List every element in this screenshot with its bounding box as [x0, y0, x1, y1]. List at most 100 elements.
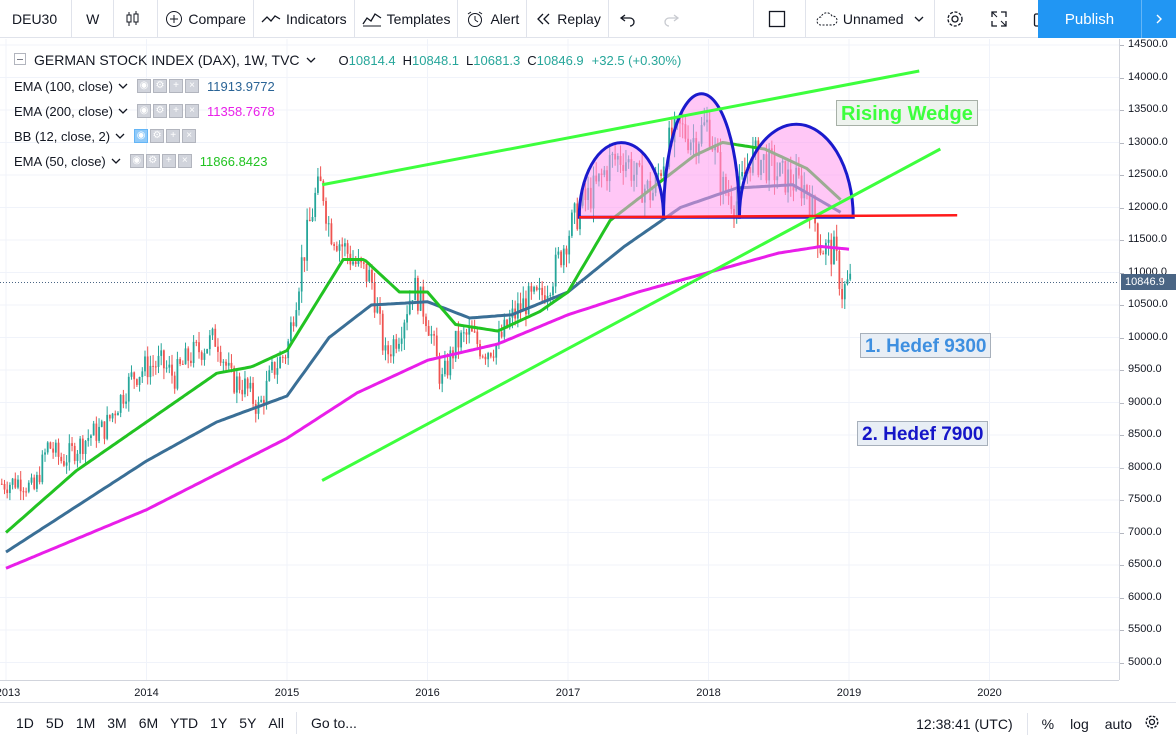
- candle: [365, 263, 368, 288]
- redo-button[interactable]: [652, 0, 695, 38]
- range-button[interactable]: 1M: [75, 715, 96, 731]
- price-tick-label: 14500.0: [1128, 38, 1168, 50]
- publish-button[interactable]: Publish: [1038, 0, 1176, 38]
- rising-wedge-label[interactable]: Rising Wedge: [836, 100, 978, 126]
- main-series-legend[interactable]: GERMAN STOCK INDEX (DAX), 1W, TVC O 10814…: [34, 50, 681, 70]
- settings-icon[interactable]: ⚙: [153, 79, 167, 93]
- candle: [122, 389, 125, 409]
- settings-icon[interactable]: ⚙: [150, 129, 165, 143]
- settings-button[interactable]: [935, 0, 980, 38]
- rewind-icon: [537, 13, 550, 24]
- candle: [163, 349, 165, 380]
- drawings[interactable]: [321, 69, 958, 482]
- utc-clock[interactable]: 12:38:41 (UTC): [916, 715, 1013, 732]
- range-button[interactable]: All: [268, 715, 284, 731]
- eye-icon[interactable]: ◉: [137, 104, 151, 118]
- chevron-down-icon[interactable]: [110, 155, 122, 167]
- range-button[interactable]: 3M: [107, 715, 127, 731]
- layout-name-button[interactable]: Unnamed: [806, 0, 934, 38]
- close-icon[interactable]: ×: [177, 154, 192, 168]
- plus-icon[interactable]: +: [169, 79, 183, 93]
- head-shoulders-arc[interactable]: [737, 122, 855, 219]
- fullscreen-button[interactable]: [980, 0, 1023, 38]
- wedge-upper-trendline[interactable]: [321, 69, 920, 187]
- candle: [168, 355, 171, 374]
- indicators-button[interactable]: Indicators: [254, 0, 354, 38]
- chevron-down-icon[interactable]: [117, 80, 129, 92]
- range-button[interactable]: YTD: [170, 715, 199, 731]
- templates-button[interactable]: Templates: [355, 0, 458, 38]
- indicator-legend-row[interactable]: BB (12, close, 2) ◉ ⚙ + ×: [14, 126, 204, 146]
- indicator-legend-row[interactable]: EMA (200, close) ◉ ⚙ + × 11358.7678: [14, 101, 275, 121]
- close-icon[interactable]: ×: [185, 79, 199, 93]
- candle: [133, 371, 136, 389]
- candle: [14, 472, 17, 490]
- time-axis[interactable]: 2013 2014 2015 2016 2017 2018 2019 2020: [0, 680, 1119, 702]
- replay-button[interactable]: Replay: [527, 0, 608, 38]
- plus-icon[interactable]: +: [166, 129, 181, 143]
- log-scale-toggle[interactable]: log: [1070, 715, 1089, 732]
- candle: [843, 281, 846, 310]
- wedge-lower-trendline[interactable]: [321, 147, 942, 482]
- plus-icon[interactable]: +: [161, 154, 176, 168]
- indicator-legend-row[interactable]: EMA (50, close) ◉ ⚙ + × 11866.8423: [14, 151, 267, 171]
- head-shoulders-arc[interactable]: [662, 92, 741, 219]
- candle: [830, 233, 833, 277]
- publish-menu-button[interactable]: [1141, 0, 1176, 38]
- candle: [246, 377, 249, 397]
- percent-scale-toggle[interactable]: %: [1041, 715, 1055, 732]
- candle: [92, 420, 95, 436]
- candle: [289, 316, 292, 343]
- settings-icon[interactable]: ⚙: [145, 154, 160, 168]
- compare-button[interactable]: Compare: [158, 0, 253, 38]
- time-tick-label: 2019: [836, 687, 862, 699]
- range-button[interactable]: 6M: [138, 715, 159, 731]
- symbol-search-button[interactable]: DEU30: [0, 0, 71, 38]
- settings-icon[interactable]: ⚙: [153, 104, 167, 118]
- candle: [368, 265, 371, 282]
- eye-icon[interactable]: ◉: [134, 129, 149, 143]
- range-button[interactable]: 1D: [16, 715, 34, 731]
- toolbar-divider: [457, 0, 459, 38]
- replay-label: Replay: [557, 10, 601, 27]
- candle: [838, 247, 841, 296]
- range-button[interactable]: 1Y: [210, 715, 228, 731]
- chart-properties-button[interactable]: [1140, 714, 1176, 733]
- candle: [341, 237, 344, 259]
- eye-icon[interactable]: ◉: [137, 79, 151, 93]
- target-1-label[interactable]: 1. Hedef 9300: [860, 333, 992, 358]
- chart-pane[interactable]: [0, 39, 1119, 680]
- plus-icon[interactable]: +: [169, 104, 183, 118]
- close-icon[interactable]: ×: [185, 104, 199, 118]
- candle: [295, 302, 298, 328]
- fullscreen-layout-button[interactable]: [754, 0, 805, 38]
- candle: [22, 487, 25, 501]
- last-price-badge: 10846.9: [1121, 274, 1176, 291]
- indicator-name: EMA (100, close): [14, 78, 113, 94]
- interval-button[interactable]: W: [72, 0, 113, 38]
- target-2-label[interactable]: 2. Hedef 7900: [857, 421, 989, 446]
- candle: [100, 419, 103, 428]
- chart-style-button[interactable]: [114, 0, 157, 38]
- chevron-down-icon[interactable]: [117, 105, 129, 117]
- range-button[interactable]: 5D: [45, 715, 64, 731]
- chevron-down-icon: [914, 16, 924, 22]
- eye-icon[interactable]: ◉: [129, 154, 144, 168]
- head-shoulders-arc[interactable]: [577, 141, 666, 219]
- neckline[interactable]: [579, 214, 958, 219]
- range-button[interactable]: 5Y: [239, 715, 257, 731]
- collapse-legend-checkbox[interactable]: [14, 53, 26, 65]
- candle: [108, 414, 111, 422]
- close-icon[interactable]: ×: [182, 129, 197, 143]
- alert-button[interactable]: Alert: [458, 0, 526, 38]
- price-axis[interactable]: 14500.0 14000.0 13500.0 13000.0 12500.0 12000…: [1119, 38, 1176, 680]
- indicator-legend-row[interactable]: EMA (100, close) ◉ ⚙ + × 11913.9772: [14, 76, 275, 96]
- chevron-down-icon[interactable]: [114, 130, 126, 142]
- candle: [165, 360, 168, 373]
- cloud-icon: [816, 11, 838, 25]
- undo-button[interactable]: [609, 0, 652, 38]
- price-chart[interactable]: [0, 39, 1119, 680]
- auto-scale-toggle[interactable]: auto: [1104, 715, 1132, 732]
- goto-date-button[interactable]: Go to...: [310, 715, 357, 731]
- templates-icon: [362, 12, 382, 26]
